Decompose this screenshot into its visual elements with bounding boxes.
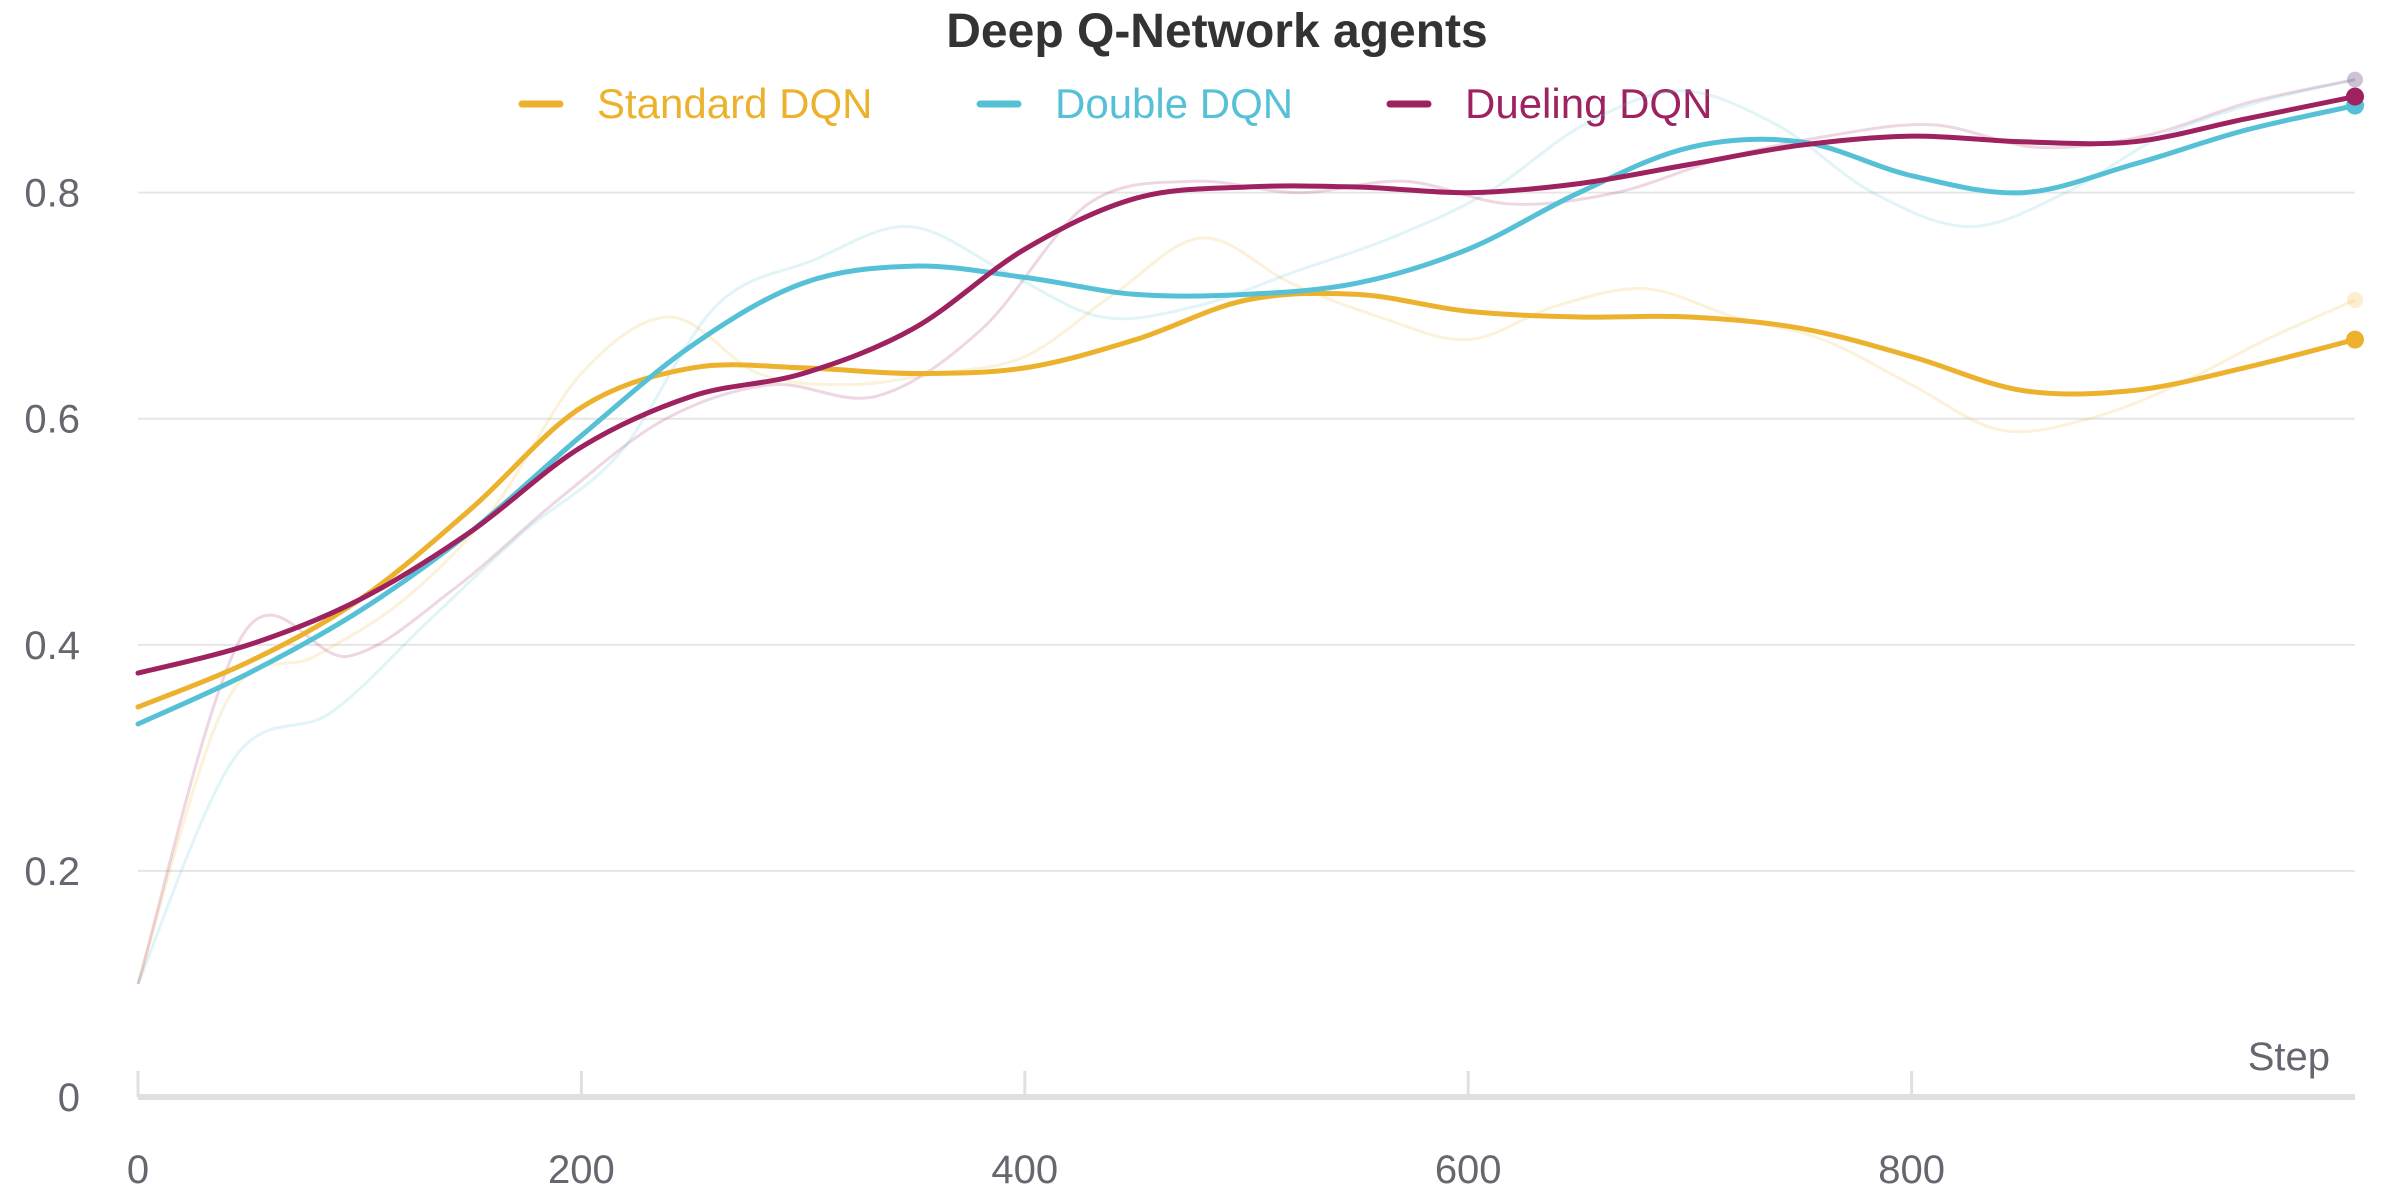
x-tick-label: 800 xyxy=(1878,1148,1945,1192)
x-tick-label: 400 xyxy=(991,1148,1058,1192)
chart-title: Deep Q-Network agents xyxy=(946,5,1487,58)
grid xyxy=(138,191,2355,872)
raw-lines xyxy=(136,78,2356,985)
standard-dqn-line xyxy=(135,290,2358,710)
double-dqn-raw-line xyxy=(136,78,2356,985)
y-tick-label: 0 xyxy=(58,1076,80,1120)
x-tick-label: 600 xyxy=(1435,1148,1502,1192)
double-dqn-raw-end-point xyxy=(2347,71,2363,88)
x-tick-label: 200 xyxy=(548,1148,615,1192)
x-axis: 0 200 400 600 800 xyxy=(127,1071,2355,1192)
dueling-dqn-line xyxy=(135,94,2358,676)
legend: Standard DQN Double DQN Dueling DQN xyxy=(518,80,1712,127)
standard-dqn-raw-line xyxy=(136,236,2356,985)
double-dqn-line xyxy=(135,103,2358,727)
end-points xyxy=(2346,71,2364,349)
y-tick-label: 0.4 xyxy=(24,624,80,668)
legend-item-double-dqn[interactable]: Double DQN xyxy=(976,80,1293,127)
dueling-dqn-end-point xyxy=(2346,87,2364,106)
y-tick-label: 0.2 xyxy=(24,850,80,894)
dueling-dqn-raw-end-point xyxy=(2347,71,2363,88)
x-tick-label: 0 xyxy=(127,1148,149,1192)
standard-dqn-end-point xyxy=(2346,330,2364,349)
x-axis-label: Step xyxy=(2248,1035,2330,1079)
y-tick-label: 0.6 xyxy=(24,398,80,442)
y-tick-label: 0.8 xyxy=(24,172,80,216)
legend-item-dueling-dqn[interactable]: Dueling DQN xyxy=(1386,80,1712,127)
legend-label: Standard DQN xyxy=(597,80,872,127)
legend-item-standard-dqn[interactable]: Standard DQN xyxy=(518,80,872,127)
standard-dqn-raw-end-point xyxy=(2347,292,2363,309)
legend-label: Double DQN xyxy=(1055,80,1293,127)
y-axis: 0 0.2 0.4 0.6 0.8 xyxy=(24,172,80,1120)
dueling-dqn-raw-line xyxy=(136,78,2356,985)
smoothed-lines xyxy=(135,94,2358,727)
legend-label: Dueling DQN xyxy=(1465,80,1712,127)
